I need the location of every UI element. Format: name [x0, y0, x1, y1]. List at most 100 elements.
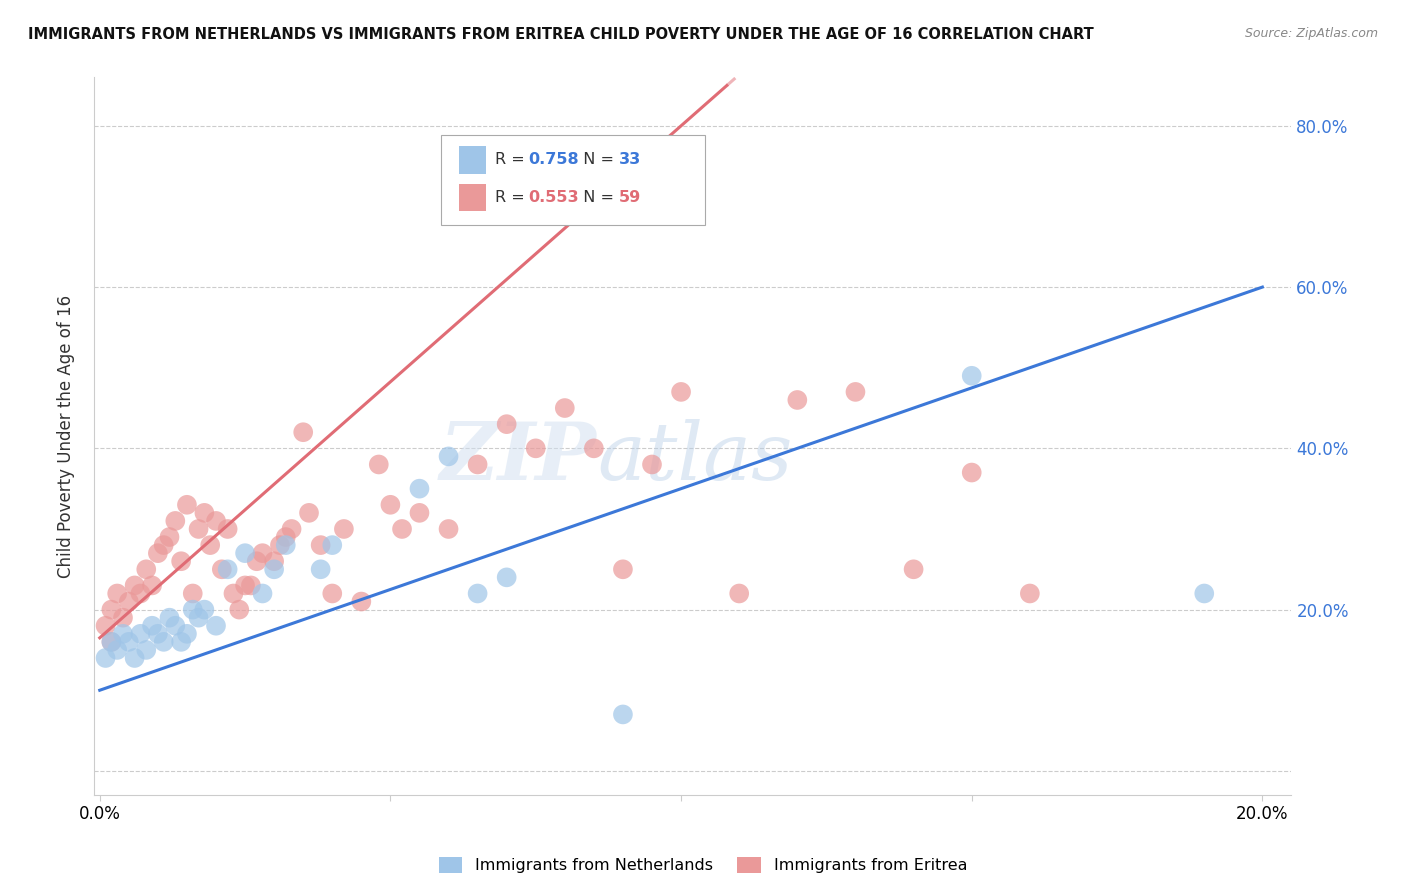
Text: R =: R = [495, 153, 530, 168]
Point [437, 522, 460, 536]
Point [105, 586, 128, 600]
Point [582, 442, 605, 456]
Point [146, 627, 169, 641]
Point [111, 627, 134, 641]
Point [129, 586, 152, 600]
Legend: Immigrants from Netherlands, Immigrants from Eritrea: Immigrants from Netherlands, Immigrants … [432, 850, 974, 880]
Point [786, 392, 808, 407]
Point [408, 506, 430, 520]
Text: N =: N = [572, 190, 619, 205]
Text: ZIP: ZIP [440, 419, 598, 497]
Point [152, 538, 174, 552]
Text: 33: 33 [619, 153, 641, 168]
Point [222, 586, 245, 600]
Point [669, 384, 692, 399]
Point [105, 643, 128, 657]
Point [408, 482, 430, 496]
Text: IMMIGRANTS FROM NETHERLANDS VS IMMIGRANTS FROM ERITREA CHILD POVERTY UNDER THE A: IMMIGRANTS FROM NETHERLANDS VS IMMIGRANT… [28, 27, 1094, 42]
Text: atlas: atlas [598, 419, 792, 497]
Point [467, 586, 489, 600]
Point [367, 458, 389, 472]
Point [135, 562, 157, 576]
Point [903, 562, 925, 576]
Point [728, 586, 751, 600]
Point [274, 530, 297, 544]
Point [252, 546, 274, 560]
Point [193, 602, 215, 616]
Point [495, 570, 517, 584]
Point [246, 554, 269, 568]
Point [495, 417, 517, 432]
Point [280, 522, 302, 536]
Point [292, 425, 315, 440]
Point [181, 602, 204, 616]
Point [274, 538, 297, 552]
Point [141, 578, 163, 592]
Text: 59: 59 [619, 190, 641, 205]
Point [94, 651, 117, 665]
Point [187, 522, 209, 536]
Point [159, 610, 181, 624]
Point [960, 368, 983, 383]
Point [165, 514, 187, 528]
Point [380, 498, 402, 512]
Point [124, 578, 146, 592]
Point [205, 618, 228, 632]
Point [233, 578, 256, 592]
Point [129, 627, 152, 641]
Point [612, 562, 634, 576]
Point [170, 635, 193, 649]
Text: 0.758: 0.758 [529, 153, 579, 168]
Point [146, 546, 169, 560]
Point [198, 538, 221, 552]
Point [1194, 586, 1216, 600]
Point [141, 618, 163, 632]
Point [111, 610, 134, 624]
Point [118, 594, 141, 608]
Point [252, 586, 274, 600]
Point [437, 450, 460, 464]
Point [94, 618, 117, 632]
Point [350, 594, 373, 608]
Text: N =: N = [572, 153, 619, 168]
Point [391, 522, 413, 536]
Point [217, 522, 239, 536]
Point [554, 401, 576, 415]
Text: 0.553: 0.553 [529, 190, 579, 205]
Point [193, 506, 215, 520]
Point [263, 554, 285, 568]
Point [844, 384, 866, 399]
Text: Source: ZipAtlas.com: Source: ZipAtlas.com [1244, 27, 1378, 40]
Point [239, 578, 262, 592]
Point [1018, 586, 1040, 600]
Point [187, 610, 209, 624]
Point [135, 643, 157, 657]
Point [333, 522, 356, 536]
Point [152, 635, 174, 649]
Point [181, 586, 204, 600]
Point [100, 602, 122, 616]
Point [228, 602, 250, 616]
Point [233, 546, 256, 560]
Point [217, 562, 239, 576]
Point [524, 442, 547, 456]
Point [321, 586, 343, 600]
Point [176, 498, 198, 512]
Point [263, 562, 285, 576]
Point [124, 651, 146, 665]
Point [467, 458, 489, 472]
Point [176, 627, 198, 641]
Y-axis label: Child Poverty Under the Age of 16: Child Poverty Under the Age of 16 [58, 294, 75, 578]
Point [100, 635, 122, 649]
Point [321, 538, 343, 552]
Point [165, 618, 187, 632]
Point [159, 530, 181, 544]
Point [641, 458, 664, 472]
Point [309, 538, 332, 552]
Point [612, 707, 634, 722]
FancyBboxPatch shape [460, 184, 485, 211]
Point [298, 506, 321, 520]
Point [309, 562, 332, 576]
Point [170, 554, 193, 568]
Point [100, 635, 122, 649]
